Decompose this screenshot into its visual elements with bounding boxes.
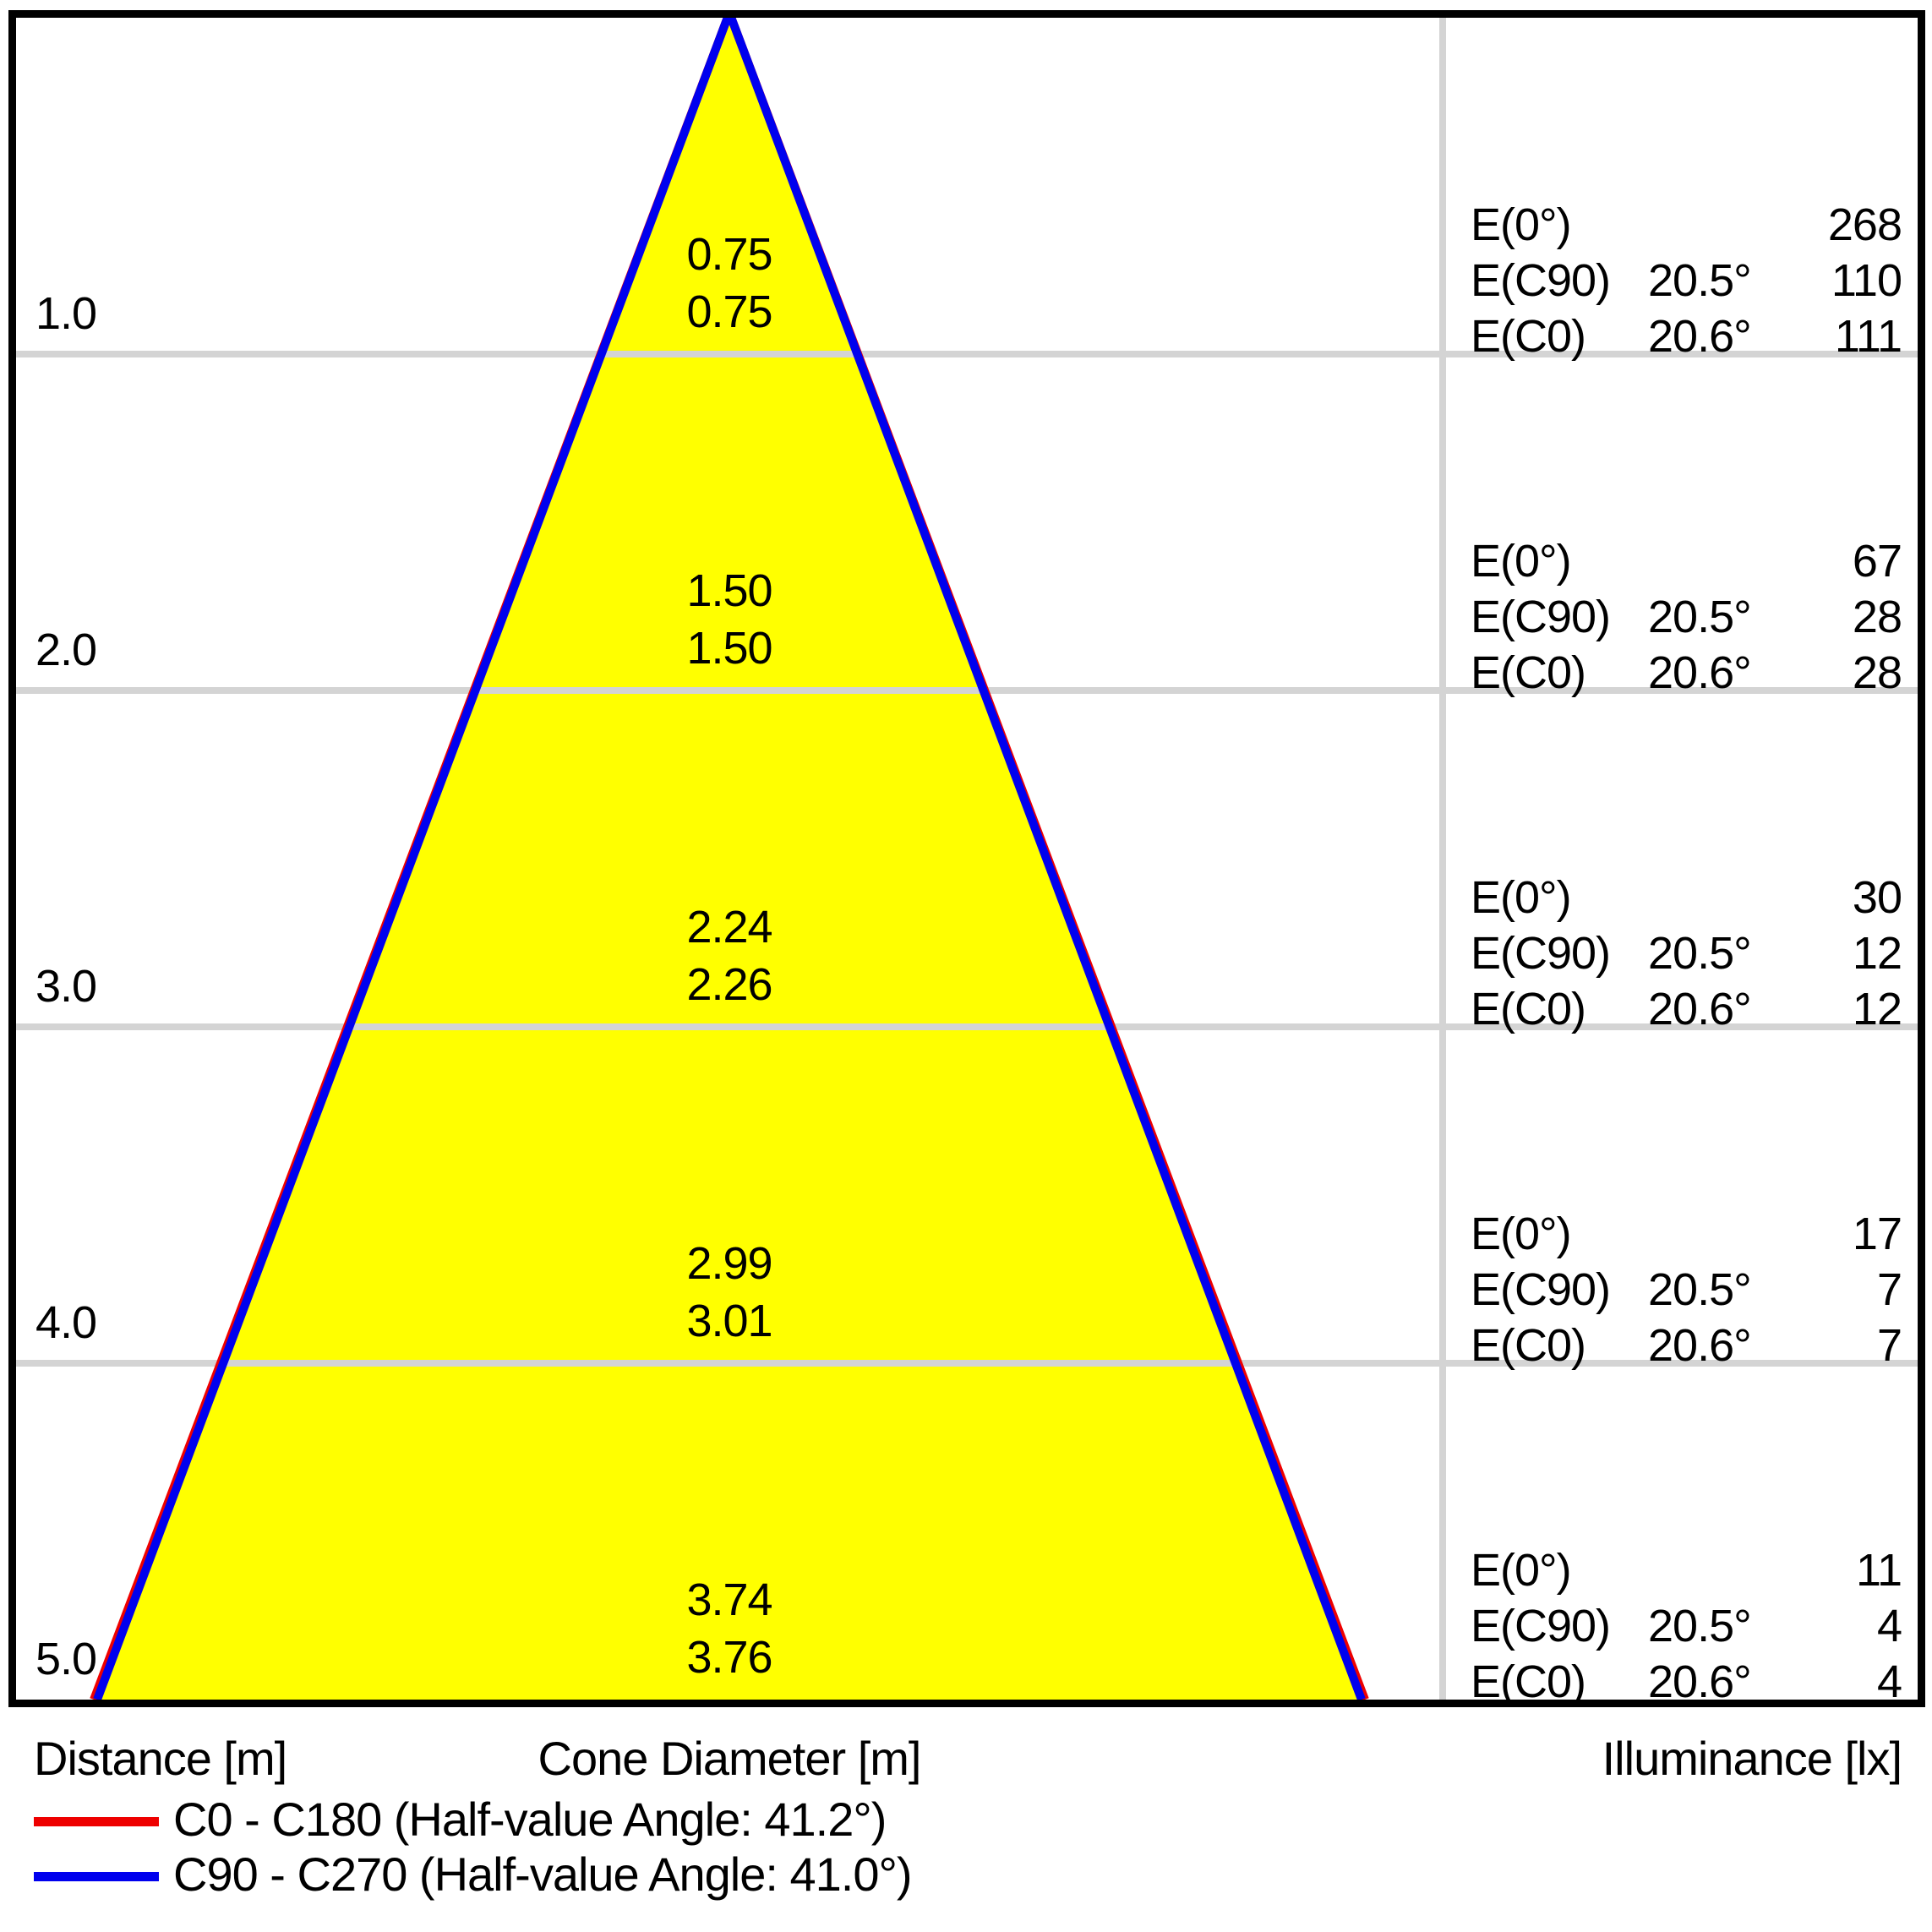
legend-c0-c180-line-swatch [34,1817,159,1826]
ec0-value: 12 [1852,984,1902,1034]
cone-diameter-c90-value: 2.99 [686,1238,772,1289]
ec0-angle: 20.6° [1648,1656,1752,1707]
e0-value: 17 [1852,1209,1902,1259]
distance-label: 3.0 [35,961,97,1012]
ec90-label: E(C90) [1471,592,1611,642]
e0-value: 67 [1852,536,1902,587]
e0-label: E(0°) [1471,199,1572,250]
cone-diameter-c0-value: 3.01 [686,1296,772,1346]
cone-diameter-c90-value: 2.24 [686,902,772,952]
ec90-angle: 20.5° [1648,1264,1752,1315]
e0-value: 268 [1827,199,1902,250]
ec0-angle: 20.6° [1648,984,1752,1034]
ec90-value: 110 [1831,255,1902,306]
ec90-value: 4 [1876,1601,1902,1651]
cone-line-c90-c270 [93,18,1366,1700]
ec90-label: E(C90) [1471,1601,1611,1651]
e0-label: E(0°) [1471,1209,1572,1259]
cone-diameter-axis-label: Cone Diameter [m] [538,1732,922,1785]
e0-label: E(0°) [1471,872,1572,923]
ec0-label: E(C0) [1471,1656,1586,1707]
ec90-value: 7 [1876,1264,1902,1315]
legend-c90-c270-line-swatch [34,1872,159,1881]
distance-label: 2.0 [35,625,97,675]
cone-diameter-c90-value: 3.74 [686,1575,772,1625]
ec90-label: E(C90) [1471,255,1611,306]
ec90-angle: 20.5° [1648,1601,1752,1651]
ec0-value: 4 [1876,1656,1902,1707]
ec90-value: 28 [1852,592,1902,642]
ec0-label: E(C0) [1471,647,1586,698]
cone-diameter-c0-value: 3.76 [686,1632,772,1683]
legend-c90-c270-label: C90 - C270 (Half-value Angle: 41.0°) [173,1847,913,1901]
distance-axis-label: Distance [m] [34,1732,287,1785]
ec0-label: E(C0) [1471,984,1586,1034]
distance-label: 4.0 [35,1297,97,1348]
ec90-angle: 20.5° [1648,255,1752,306]
ec0-angle: 20.6° [1648,647,1752,698]
cone-chart [16,18,1918,1700]
cone-diameter-c0-value: 1.50 [686,623,772,674]
e0-value: 30 [1852,872,1902,923]
cone-diameter-c0-value: 0.75 [686,287,772,337]
ec0-value: 28 [1852,647,1902,698]
ec90-value: 12 [1852,928,1902,979]
ec0-label: E(C0) [1471,1320,1586,1371]
illuminance-axis-label: Illuminance [lx] [1602,1732,1902,1785]
e0-label: E(0°) [1471,1545,1572,1596]
ec0-angle: 20.6° [1648,311,1752,362]
distance-label: 1.0 [35,288,97,339]
legend-c0-c180-label: C0 - C180 (Half-value Angle: 41.2°) [173,1793,887,1846]
ec0-angle: 20.6° [1648,1320,1752,1371]
ec90-angle: 20.5° [1648,592,1752,642]
ec90-label: E(C90) [1471,1264,1611,1315]
cone-diameter-c0-value: 2.26 [686,959,772,1010]
distance-label: 5.0 [35,1634,97,1684]
e0-label: E(0°) [1471,536,1572,587]
ec0-value: 7 [1876,1320,1902,1371]
e0-value: 11 [1855,1545,1902,1596]
ec0-value: 111 [1834,311,1902,362]
cone-fill [97,18,1362,1700]
ec90-label: E(C90) [1471,928,1611,979]
ec90-angle: 20.5° [1648,928,1752,979]
cone-diameter-c90-value: 0.75 [686,229,772,280]
ec0-label: E(C0) [1471,311,1586,362]
cone-diameter-c90-value: 1.50 [686,565,772,616]
